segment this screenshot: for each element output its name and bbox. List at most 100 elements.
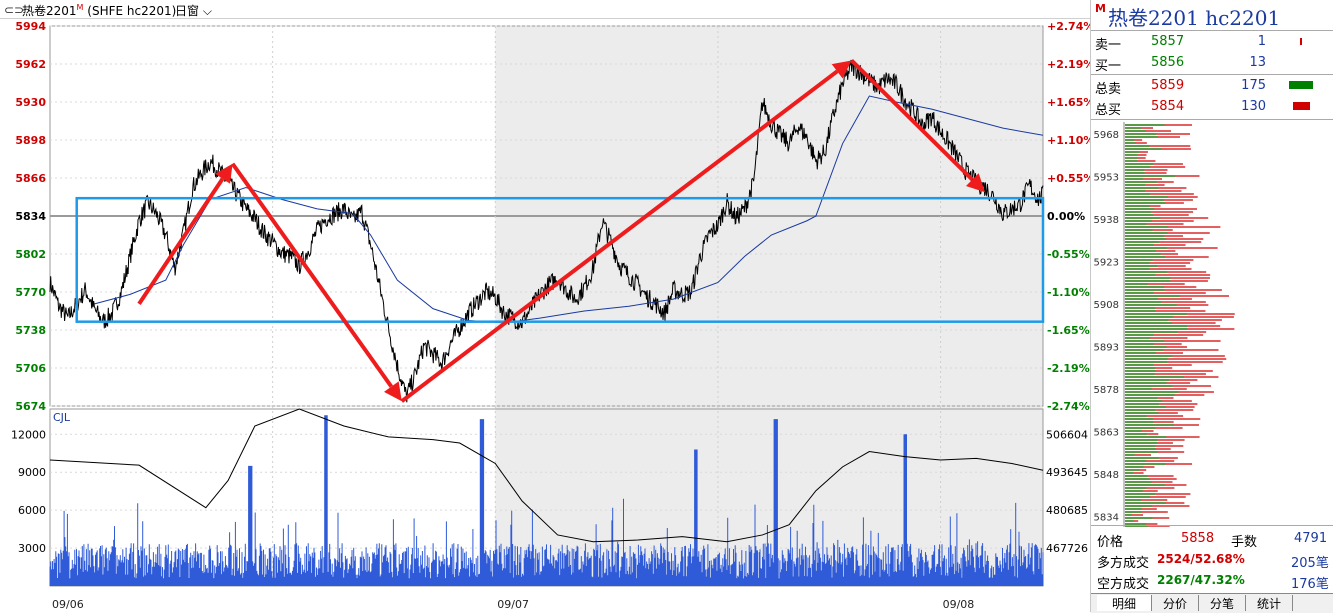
open-interest-line bbox=[49, 408, 1044, 543]
pct-tick-label: +1.65% bbox=[1047, 96, 1090, 109]
panel-tabs: 明细 分价 分笔 统计 bbox=[1091, 593, 1333, 613]
tab-stats[interactable]: 统计 bbox=[1246, 595, 1293, 611]
chart-title-bar: ⊂⊃ 热卷2201M (SHFE hc2201) 日窗 ⌵ bbox=[0, 0, 1090, 19]
pct-tick-label: -2.74% bbox=[1047, 400, 1090, 413]
profile-tick-label: 5953 bbox=[1094, 173, 1119, 184]
quote-price: 5854 bbox=[1151, 99, 1185, 114]
profile-tick-label: 5834 bbox=[1094, 513, 1119, 524]
quote-panel: M 热卷2201 hc2201 卖一 5857 1 买一 5856 13 总卖 5859 175… bbox=[1090, 0, 1333, 613]
tab-detail[interactable]: 明细 bbox=[1097, 595, 1152, 611]
date-tick-label: 09/07 bbox=[497, 598, 529, 611]
hands-label: 手数 bbox=[1231, 535, 1258, 550]
price-tick-label: 5994 bbox=[15, 20, 46, 33]
price-tick-label: 5834 bbox=[15, 210, 46, 223]
volume-profile: 5968 5953 5938 5923 5908 5893 5878 5863 5848 5834 bbox=[1094, 122, 1235, 527]
profile-tick-label: 5923 bbox=[1094, 258, 1119, 269]
pct-tick-label: +0.55% bbox=[1047, 172, 1090, 185]
volume-tick-label: 12000 bbox=[11, 428, 46, 441]
tab-label: 分笔 bbox=[1209, 597, 1234, 611]
pct-tick-label: -1.10% bbox=[1047, 286, 1090, 299]
price-tick-label: 5802 bbox=[15, 248, 46, 261]
price-tick-label: 5738 bbox=[15, 324, 46, 337]
hands-value: 4791 bbox=[1294, 531, 1328, 546]
short-value: 2267/47.32% bbox=[1157, 573, 1245, 587]
quote-price: 5857 bbox=[1151, 34, 1185, 49]
panel-title-text: 热卷2201 hc2201 bbox=[1107, 6, 1281, 30]
quote-row: 总卖 5859 175 bbox=[1091, 76, 1333, 97]
pct-tick-label: +1.10% bbox=[1047, 134, 1090, 147]
profile-tick-label: 5938 bbox=[1094, 215, 1119, 226]
trend-arrow-head bbox=[384, 381, 402, 402]
date-tick-label: 09/08 bbox=[943, 598, 975, 611]
quote-volume-bar bbox=[1289, 81, 1313, 89]
trend-arrow-shaft bbox=[137, 177, 225, 305]
trend-arrow-shaft bbox=[850, 59, 974, 182]
open-interest-tick-label: 493645 bbox=[1046, 466, 1088, 479]
price-tick-label: 5930 bbox=[15, 96, 46, 109]
main-contract-mark: M bbox=[1095, 2, 1106, 15]
price-tick-label: 5706 bbox=[15, 362, 46, 375]
quote-row: 卖一 5857 1 bbox=[1091, 32, 1333, 53]
price-tick-label: 5898 bbox=[15, 134, 46, 147]
tab-ticks[interactable]: 分笔 bbox=[1199, 595, 1246, 611]
trend-arrow-head bbox=[831, 60, 852, 79]
quote-label: 买一 bbox=[1095, 59, 1122, 74]
quote-row: 买一 5856 13 bbox=[1091, 53, 1333, 74]
profile-tick-label: 5968 bbox=[1094, 130, 1119, 141]
profile-tick-label: 5893 bbox=[1094, 343, 1119, 354]
volume-tick-label: 6000 bbox=[18, 504, 46, 517]
price-tick-label: 5674 bbox=[15, 400, 46, 413]
long-trade-row: 多方成交 2524/52.68% 205笔 bbox=[1091, 549, 1333, 571]
tab-label: 分价 bbox=[1162, 597, 1187, 611]
open-interest-tick-label: 480685 bbox=[1046, 504, 1088, 517]
trend-arrow-head bbox=[215, 163, 233, 184]
quote-volume: 1 bbox=[1257, 34, 1266, 49]
price-label: 价格 bbox=[1097, 535, 1124, 550]
short-label: 空方成交 bbox=[1097, 577, 1150, 592]
quote-label: 总卖 bbox=[1095, 82, 1122, 97]
trend-arrow-head bbox=[965, 173, 986, 193]
price-tick-label: 5962 bbox=[15, 58, 46, 71]
divider bbox=[1091, 119, 1333, 120]
profile-tick-label: 5863 bbox=[1094, 428, 1119, 439]
quote-label: 总买 bbox=[1095, 103, 1122, 118]
quote-volume: 175 bbox=[1241, 78, 1266, 93]
last-trade-row: 价格 5858 手数 4791 bbox=[1091, 528, 1333, 550]
short-count: 176笔 bbox=[1291, 577, 1329, 592]
symbol-mark: M bbox=[76, 3, 84, 12]
pct-tick-label: 0.00% bbox=[1047, 210, 1085, 223]
tab-price[interactable]: 分价 bbox=[1152, 595, 1199, 611]
quote-price: 5859 bbox=[1151, 78, 1185, 93]
volume-tick-label: 9000 bbox=[18, 466, 46, 479]
quote-price: 5856 bbox=[1151, 55, 1185, 70]
volume-tick-label: 3000 bbox=[18, 542, 46, 555]
profile-tick-label: 5878 bbox=[1094, 385, 1119, 396]
tab-label: 明细 bbox=[1111, 597, 1136, 611]
pct-tick-label: -1.65% bbox=[1047, 324, 1090, 337]
price-value: 5858 bbox=[1181, 531, 1215, 546]
divider bbox=[1091, 525, 1333, 526]
trend-arrow-shaft bbox=[230, 162, 393, 388]
quote-volume: 13 bbox=[1249, 55, 1266, 70]
divider bbox=[1091, 30, 1333, 31]
long-count: 205笔 bbox=[1291, 556, 1329, 571]
profile-tick-label: 5848 bbox=[1094, 470, 1119, 481]
pct-tick-label: +2.74% bbox=[1047, 20, 1090, 33]
quote-volume-bar bbox=[1292, 102, 1310, 110]
chevron-down-icon: ⌵ bbox=[202, 4, 212, 18]
pct-tick-label: -0.55% bbox=[1047, 248, 1090, 261]
average-price-line bbox=[94, 95, 1044, 324]
chain-link-icon[interactable]: ⊂⊃ bbox=[4, 3, 25, 17]
quote-row: 总买 5854 130 bbox=[1091, 97, 1333, 118]
profile-tick-label: 5908 bbox=[1094, 300, 1119, 311]
volume-label: CJL bbox=[53, 411, 71, 424]
range-box bbox=[75, 196, 1045, 323]
long-label: 多方成交 bbox=[1097, 556, 1150, 571]
period-dropdown[interactable]: 日窗 ⌵ bbox=[175, 2, 212, 19]
price-tick-label: 5866 bbox=[15, 172, 46, 185]
trend-arrow-shaft bbox=[400, 69, 839, 403]
price-tick-label: 5770 bbox=[15, 286, 46, 299]
quote-volume-bar bbox=[1300, 38, 1302, 45]
panel-title: M 热卷2201 hc2201 bbox=[1095, 2, 1280, 31]
intraday-chart[interactable]: CJL 5994 +2.74% 5962 +2.19% 5930 +1.65% 5898 +1… bbox=[0, 18, 1090, 612]
